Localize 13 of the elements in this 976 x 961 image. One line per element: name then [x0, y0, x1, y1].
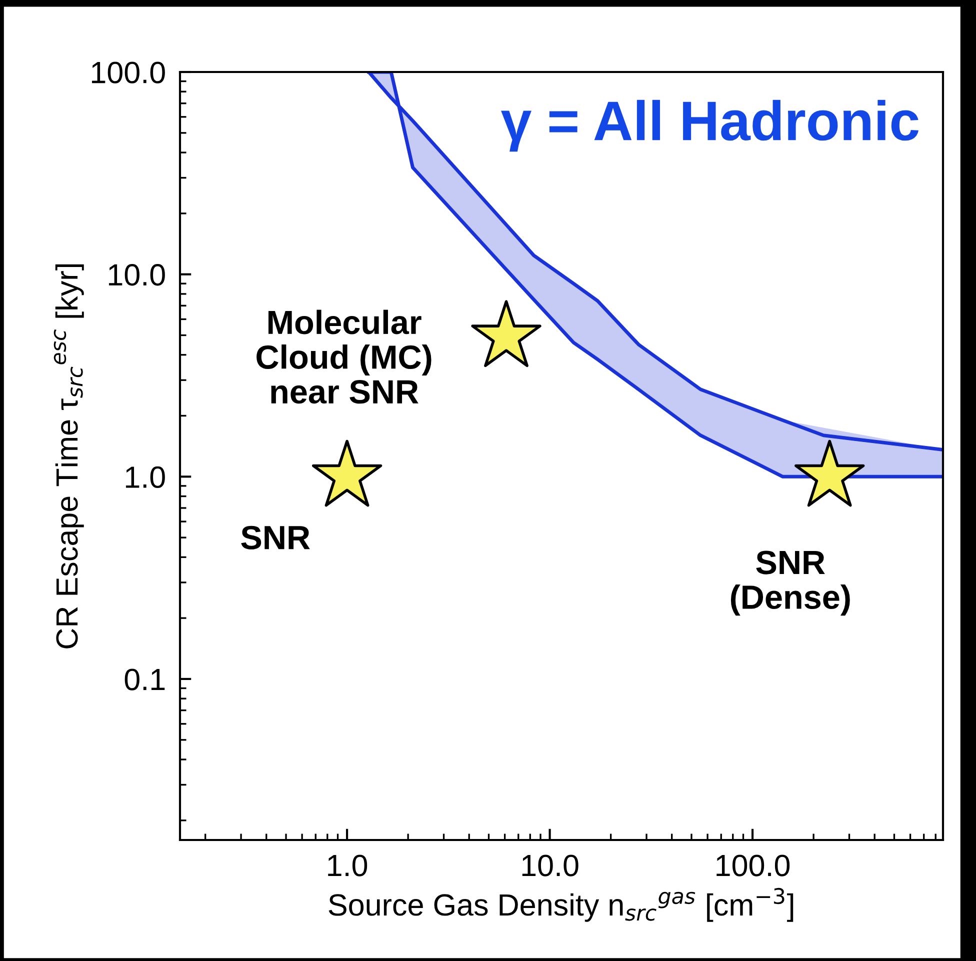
annotation: SNR (Dense) [730, 550, 850, 616]
y-tick-label: 10.0 [108, 264, 165, 286]
y-tick-label: 100.0 [92, 62, 165, 84]
x-tick-label: 10.0 [522, 854, 578, 876]
x-tick-label: 100.0 [716, 854, 790, 876]
annotation: γ = All Hadronic [501, 100, 918, 152]
annotation: Molecular Cloud (MC) near SNR [256, 310, 432, 404]
annotation: SNR [241, 526, 310, 550]
y-tick-label: 0.1 [124, 668, 165, 690]
y-axis-title: CR Escape Time τ$_{src}$$^{esc}$ [kyr] [54, 264, 84, 648]
x-axis-title: Source Gas Density n$_{src}$$^{gas}$ [cm$^{−3}$] [328, 888, 794, 922]
x-tick-label: 1.0 [328, 854, 368, 876]
y-tick-label: 1.0 [126, 466, 165, 488]
